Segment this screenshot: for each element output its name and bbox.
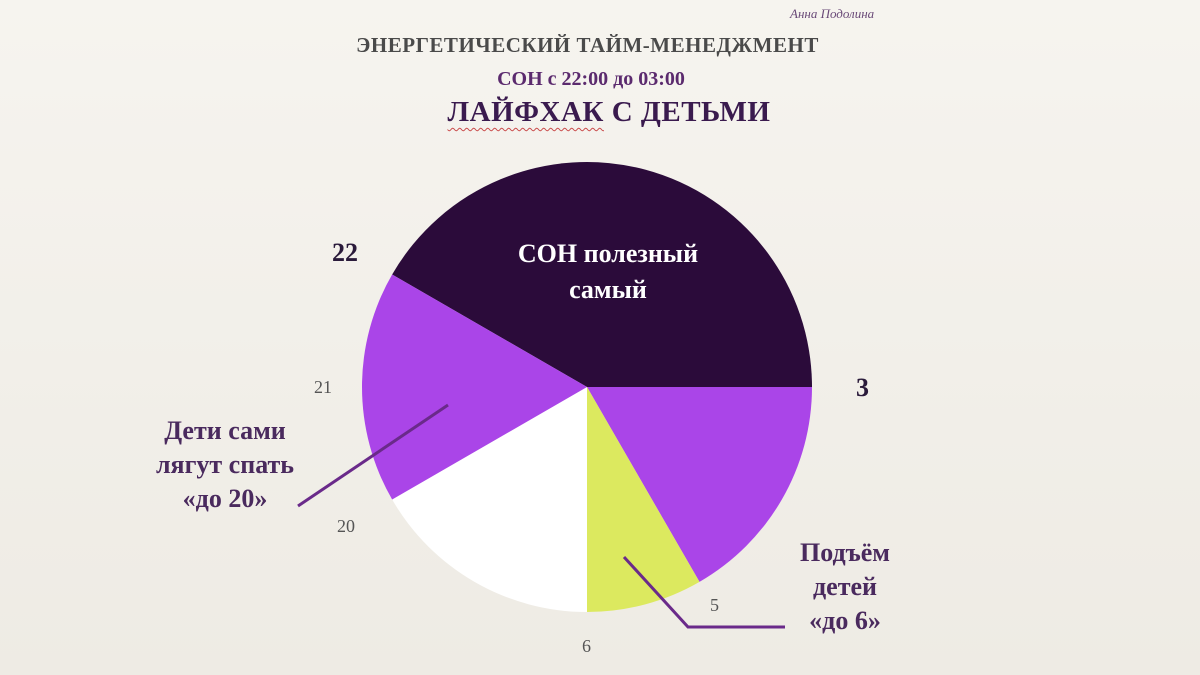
- hour-label-3: 3: [856, 373, 869, 402]
- pie-slice-3-5: [587, 387, 812, 582]
- pie-slice-5-6: [587, 387, 700, 612]
- pie-slice-6-20: [392, 387, 587, 612]
- kids-line1: Дети сами: [164, 416, 286, 445]
- pie-slice-22-3: [392, 162, 812, 387]
- title-word-underlined: ЛАЙФХАК: [447, 96, 604, 128]
- hour-label-6: 6: [582, 636, 591, 656]
- sleep-label-line2: самый: [569, 275, 647, 304]
- title-line-3: ЛАЙФХАК С ДЕТЬМИ: [0, 96, 1200, 129]
- kids-leader-line: [297, 403, 449, 508]
- hour-label-20: 20: [337, 516, 355, 536]
- title-line-2: СОН с 22:00 до 03:00: [497, 68, 685, 90]
- author-signature: Анна Подолина: [790, 6, 875, 21]
- title-line-1: ЭНЕРГЕТИЧЕСКИЙ ТАЙМ-МЕНЕДЖМЕНТ: [356, 33, 819, 57]
- sleep-slice-label: СОН полезный самый: [478, 236, 738, 308]
- kids-line2: лягут спать: [155, 450, 295, 479]
- wake-line3: «до 6»: [809, 606, 881, 635]
- hour-label-5: 5: [710, 595, 719, 615]
- hour-label-22: 22: [332, 238, 358, 267]
- kids-annotation: Дети сами лягут спать «до 20»: [130, 414, 320, 516]
- wake-line1: Подъём: [799, 538, 891, 567]
- wake-line2: детей: [813, 572, 877, 601]
- wake-annotation: Подъём детей «до 6»: [770, 536, 920, 638]
- sleep-label-line1: СОН полезный: [517, 239, 699, 268]
- kids-line3: «до 20»: [182, 484, 268, 513]
- title-word-rest: С ДЕТЬМИ: [603, 96, 771, 128]
- hour-label-21: 21: [314, 377, 332, 397]
- wake-leader-line: [622, 555, 785, 629]
- pie-slice-20-22: [362, 274, 587, 500]
